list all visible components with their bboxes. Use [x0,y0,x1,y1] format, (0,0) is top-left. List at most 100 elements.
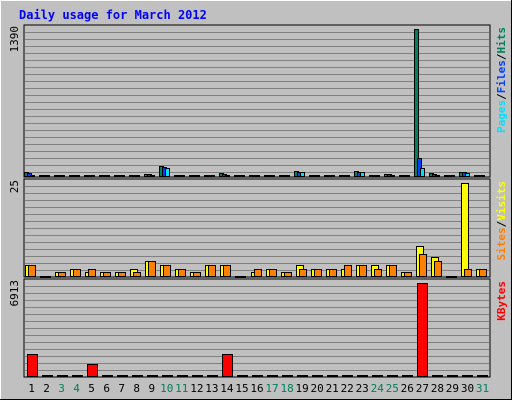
bar-sites-day-6 [103,272,111,277]
bar-kbytes-day-20 [312,375,323,377]
bar-kbytes-day-16 [252,375,263,377]
chart-title: Daily usage for March 2012 [19,8,207,22]
bar-pages-day-31 [480,175,485,177]
bar-sites-day-7 [118,272,126,277]
x-tick-label-day-15: 15 [235,382,248,395]
panel-legend: Sites/Visits [495,181,508,261]
x-tick-label-day-19: 19 [295,382,308,395]
bar-sites-day-21 [329,269,337,277]
legend-entry-files: Files [495,60,508,93]
bar-sites-day-28 [434,261,442,277]
bar-sites-day-13 [208,265,216,277]
bar-kbytes-day-27 [417,283,428,377]
bar-kbytes-day-14 [222,354,233,377]
bar-pages-day-15 [240,175,245,177]
bar-sites-day-26 [404,272,412,277]
legend-entry-hits: Hits [495,27,508,54]
x-tick-label-day-4: 4 [73,382,80,395]
x-tick-label-day-30: 30 [461,382,474,395]
bar-pages-day-10 [165,168,170,177]
bar-sites-day-31 [479,269,487,277]
bar-sites-day-17 [269,269,277,277]
bar-kbytes-day-31 [477,375,488,377]
bar-kbytes-day-9 [147,375,158,377]
bar-kbytes-day-5 [87,364,98,377]
bar-pages-day-17 [270,175,275,177]
bar-sites-day-5 [88,269,96,277]
bar-pages-day-1 [30,175,35,177]
bar-kbytes-day-1 [27,354,38,377]
legend-entry-separator: / [495,220,508,227]
bar-pages-day-14 [225,175,230,177]
bar-sites-day-14 [223,265,231,277]
bar-pages-day-20 [315,175,320,177]
bar-files-day-27 [417,158,422,177]
x-tick-label-day-27: 27 [416,382,429,395]
bar-pages-day-7 [120,175,125,177]
bar-pages-day-26 [405,175,410,177]
x-tick-label-day-1: 1 [28,382,35,395]
legend-entry-separator: / [495,93,508,100]
bar-pages-day-5 [90,175,95,177]
bar-kbytes-day-6 [102,375,113,377]
x-tick-label-day-8: 8 [133,382,140,395]
bar-kbytes-day-7 [117,375,128,377]
bar-kbytes-day-2 [42,375,53,377]
bar-kbytes-day-30 [462,375,473,377]
bar-pages-day-24 [375,175,380,177]
panel-plot-area [23,24,491,178]
panel-max-label: 25 [8,180,21,193]
bar-pages-day-25 [390,175,395,177]
bar-pages-day-8 [135,175,140,177]
x-axis-labels: 1 2 3 4 5 6 7 8 9 10 11 12 13 14 15 16 17 18 19 20 21 22 23 24 2… [28,382,489,395]
x-tick-label-day-22: 22 [341,382,354,395]
bar-sites-day-19 [299,269,307,277]
bar-kbytes-day-21 [327,375,338,377]
bar-pages-day-30 [465,173,470,177]
legend-entry-kbytes: KBytes [495,281,508,321]
bar-sites-day-8 [133,272,141,277]
bar-sites-day-15 [238,276,246,278]
x-tick-label-day-26: 26 [401,382,414,395]
bar-kbytes-day-12 [192,375,203,377]
x-tick-label-day-12: 12 [190,382,203,395]
x-tick-label-day-23: 23 [356,382,369,395]
x-tick-label-day-5: 5 [88,382,95,395]
bar-sites-day-30 [464,269,472,277]
legend-entry-visits: Visits [495,181,508,221]
bar-pages-day-2 [45,175,50,177]
panel-visits-sites: 25 Sites/Visits [8,178,508,278]
x-tick-label-day-2: 2 [43,382,50,395]
x-tick-label-day-29: 29 [446,382,459,395]
bar-kbytes-day-22 [342,375,353,377]
bar-kbytes-day-28 [432,375,443,377]
bar-pages-day-6 [105,175,110,177]
panel-max-label: 1390 [8,26,21,53]
bar-pages-day-12 [195,175,200,177]
bar-pages-day-23 [360,172,365,177]
bar-sites-day-2 [43,276,51,278]
bar-kbytes-day-29 [447,375,458,377]
x-tick-label-day-31: 31 [476,382,489,395]
x-tick-label-day-7: 7 [118,382,125,395]
bar-hits-day-27 [414,29,419,177]
bar-sites-day-23 [359,265,367,277]
bar-sites-day-25 [389,265,397,277]
x-tick-label-day-28: 28 [431,382,444,395]
x-tick-label-day-6: 6 [103,382,110,395]
panel-kbytes: 6913 KBytes [8,278,508,378]
bar-pages-day-22 [345,175,350,177]
bar-kbytes-day-8 [132,375,143,377]
bar-sites-day-3 [58,272,66,277]
bar-kbytes-day-19 [297,375,308,377]
x-tick-label-day-25: 25 [386,382,399,395]
bar-sites-day-4 [73,269,81,277]
bar-kbytes-day-15 [237,375,248,377]
x-tick-label-day-11: 11 [175,382,188,395]
panel-legend: KBytes [495,281,508,321]
bar-pages-day-19 [300,172,305,177]
bar-pages-day-27 [420,168,425,177]
bar-pages-day-11 [180,175,185,177]
bar-sites-day-18 [284,272,292,277]
